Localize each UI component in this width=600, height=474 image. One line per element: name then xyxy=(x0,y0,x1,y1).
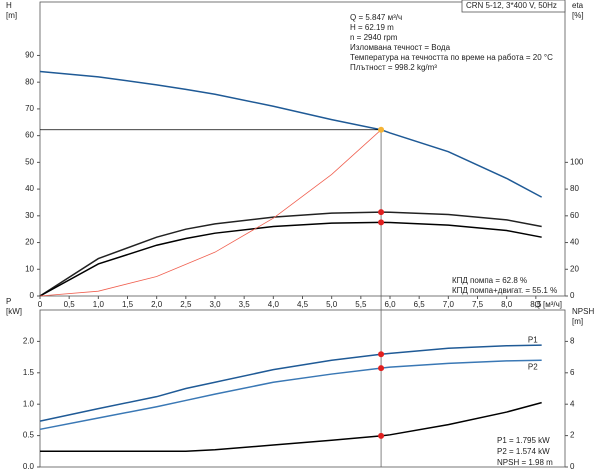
series-line xyxy=(39,344,542,422)
series-line xyxy=(39,211,542,297)
efficiency-note: КПД помпа+двигат. = 55.1 % xyxy=(452,286,557,295)
x-tick-label: 2,5 xyxy=(180,300,192,309)
duty-marker xyxy=(378,126,385,133)
plot-frame xyxy=(39,309,566,468)
y2-tick-label: 6 xyxy=(570,368,575,377)
y2-tick-label: 8 xyxy=(570,337,575,346)
x-tick-label: 3,0 xyxy=(209,300,221,309)
y-axis-label: [kW] xyxy=(6,307,22,316)
power-note: NPSH = 1.98 m xyxy=(497,458,553,467)
x-tick-label: 2,0 xyxy=(151,300,163,309)
y-tick-label: 0.5 xyxy=(23,431,35,440)
power-note: P1 = 1.795 kW xyxy=(497,436,550,445)
model-box xyxy=(461,0,566,13)
x-tick-label: 6,0 xyxy=(384,300,396,309)
x-tick-label: 8,0 xyxy=(501,300,513,309)
duty-marker xyxy=(378,365,385,372)
power-note: P2 = 1.574 kW xyxy=(497,447,550,456)
y2-tick-label: 2 xyxy=(570,431,575,440)
duty-marker xyxy=(378,219,385,226)
duty-marker xyxy=(378,432,385,439)
y-tick-label: 50 xyxy=(25,157,34,166)
x-tick-label: 6,5 xyxy=(414,300,426,309)
duty-marker xyxy=(378,351,385,358)
y2-tick-label: 40 xyxy=(570,238,579,247)
x-tick-label: 0,5 xyxy=(64,300,76,309)
y-tick-label: 2.0 xyxy=(23,337,35,346)
y2-tick-label: 0 xyxy=(570,462,575,471)
duty-marker xyxy=(378,209,385,216)
x-tick-label: 3,5 xyxy=(239,300,251,309)
series-line xyxy=(39,221,542,297)
series-line xyxy=(39,70,543,198)
x-tick-label: 1,5 xyxy=(122,300,134,309)
efficiency-note: КПД помпа = 62.8 % xyxy=(452,276,527,285)
y2-tick-label: 60 xyxy=(570,211,579,220)
y-tick-label: 90 xyxy=(25,51,34,60)
info-text: Изломвана течност = Вода xyxy=(350,43,451,52)
x-tick-label: 4,5 xyxy=(297,300,309,309)
model-label: CRN 5-12, 3*400 V, 50Hz xyxy=(466,1,557,10)
y-tick-label: 10 xyxy=(25,264,34,273)
y2-axis-label: eta xyxy=(572,1,584,10)
info-text: Q = 5.847 м³/ч xyxy=(350,13,402,22)
x-axis-label: Q [м³/ч] xyxy=(535,300,562,309)
y2-tick-label: 20 xyxy=(570,264,579,273)
x-tick-label: 4,0 xyxy=(268,300,280,309)
y2-axis-label: [m] xyxy=(572,317,583,326)
y2-tick-label: 80 xyxy=(570,184,579,193)
x-tick-label: 5,0 xyxy=(326,300,338,309)
y-tick-label: 80 xyxy=(25,77,34,86)
plot-frame xyxy=(39,1,566,297)
x-tick-label: 7,5 xyxy=(472,300,484,309)
y-axis-label: H xyxy=(6,1,12,10)
y-tick-label: 20 xyxy=(25,238,34,247)
y-tick-label: 0.0 xyxy=(23,462,35,471)
y-axis-label: P xyxy=(6,297,11,306)
series-label: P1 xyxy=(528,335,538,344)
y-tick-label: 70 xyxy=(25,104,34,113)
info-text: Плътност = 998.2 kg/m³ xyxy=(350,63,437,72)
x-tick-label: 0 xyxy=(38,300,43,309)
y-tick-label: 1.5 xyxy=(23,368,35,377)
y2-tick-label: 100 xyxy=(570,157,584,166)
y-tick-label: 0 xyxy=(30,291,35,300)
x-tick-label: 7,0 xyxy=(443,300,455,309)
x-tick-label: 5,5 xyxy=(355,300,367,309)
info-text: n = 2940 rpm xyxy=(350,33,398,42)
y2-axis-label: NPSH xyxy=(572,307,594,316)
y-tick-label: 1.0 xyxy=(23,399,35,408)
y-axis-label: [m] xyxy=(6,11,17,20)
series-label: P2 xyxy=(528,362,538,371)
y-tick-label: 40 xyxy=(25,184,34,193)
y2-tick-label: 4 xyxy=(570,399,575,408)
series-line xyxy=(39,359,542,431)
y2-axis-label: [%] xyxy=(572,11,584,20)
series-line xyxy=(40,401,542,453)
x-tick-label: 8,5 xyxy=(530,300,542,309)
series-line xyxy=(39,129,382,297)
x-tick-label: 1,0 xyxy=(93,300,105,309)
y-tick-label: 60 xyxy=(25,131,34,140)
y2-tick-label: 0 xyxy=(570,291,575,300)
info-text: Температура на течността по време на раб… xyxy=(350,53,553,62)
y-tick-label: 30 xyxy=(25,211,34,220)
info-text: H = 62.19 m xyxy=(350,23,394,32)
